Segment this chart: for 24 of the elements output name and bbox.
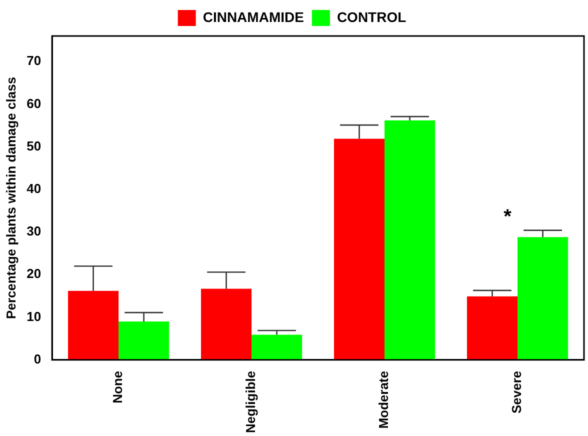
y-tick-label: 20	[26, 266, 42, 282]
y-axis-title: Percentage plants within damage class	[3, 76, 18, 319]
x-tick-label: Severe	[509, 370, 524, 414]
bar	[334, 138, 385, 360]
bar	[201, 288, 252, 360]
x-tick-label: Negligible	[243, 370, 258, 434]
bar	[252, 334, 302, 360]
annotation: *	[504, 206, 512, 228]
legend-label: CINNAMAMIDE	[202, 8, 304, 25]
y-tick-label: 0	[34, 351, 42, 366]
bar	[518, 237, 568, 360]
bar	[384, 120, 436, 360]
y-tick-label: 70	[26, 53, 42, 68]
x-tick-label: Moderate	[376, 370, 392, 429]
bar	[466, 296, 518, 360]
bar	[68, 290, 119, 360]
bar	[118, 322, 170, 360]
y-tick-label: 60	[26, 96, 42, 111]
y-tick-label: 10	[26, 308, 42, 324]
legend-label: CONTROL	[336, 8, 407, 25]
y-tick-label: 30	[26, 224, 42, 239]
y-tick-label: 40	[26, 180, 42, 196]
x-tick-label: None	[110, 370, 126, 404]
y-tick-label: 50	[26, 138, 42, 154]
